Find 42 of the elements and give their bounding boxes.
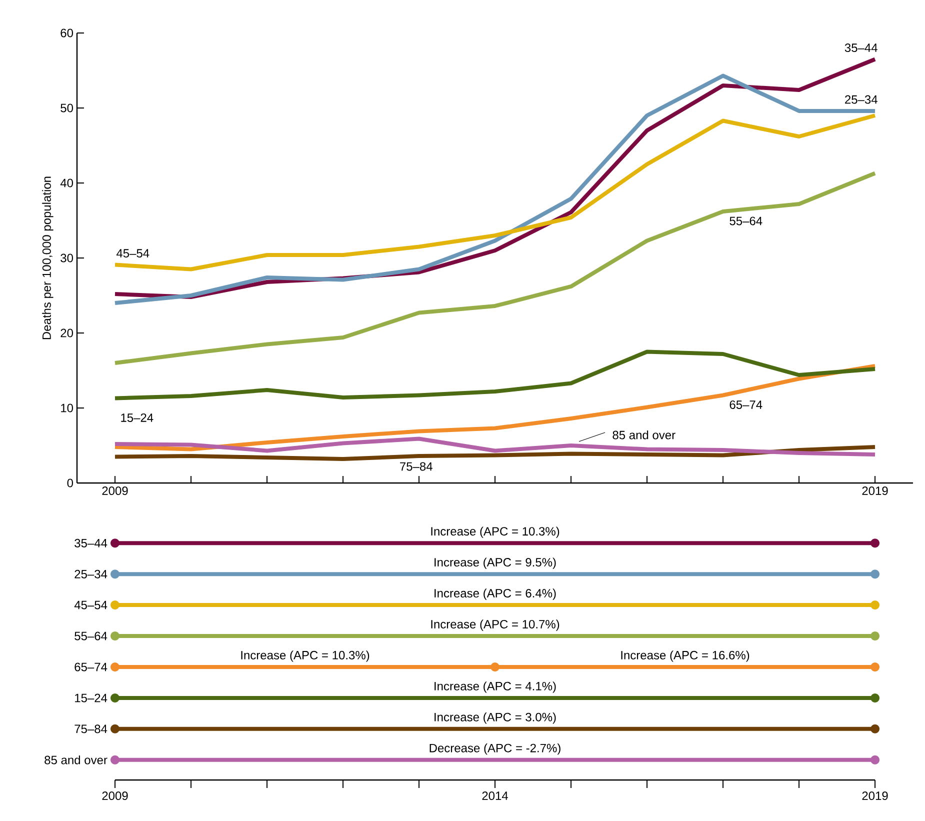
x-tick-label: 2009 [102,792,128,800]
line-series [113,113,878,272]
x-tick-label: 2019 [862,792,888,800]
y-tick-label: 25–34 [74,570,108,578]
y-tick-label: 65–74 [74,662,108,672]
annotation: Increase (APC = 10.3%) [431,526,560,538]
y-tick-label: 15–24 [75,694,108,702]
series-label: 45–54 [116,249,150,258]
y-tick-label: 45–54 [74,600,108,610]
annotation: Increase (APC = 10.3%) [241,650,370,662]
annotation: Increase (APC = 10.7%) [431,620,560,631]
x-tick-label: 2009 [102,486,128,496]
series-label: 75–84 [400,462,432,471]
series-label: 55–64 [730,216,762,226]
y-tick-label: 30 [60,254,74,262]
y-tick-label: 75–84 [74,724,108,734]
line-series [113,171,878,365]
annotation: Increase (APC = 3.0%) [434,712,556,724]
x-tick-label: 2014 [482,792,508,800]
series-label: 35–44 [844,44,878,52]
series-label: 15–24 [121,413,154,422]
x-tick-label: 2019 [862,486,888,496]
annotation: Increase (APC = 4.1%) [434,682,556,693]
y-tick-label: 20 [60,328,74,338]
annotation: Decrease (APC = -2.7%) [430,743,560,755]
series-label: 65–74 [730,400,762,409]
annotation: Increase (APC = 9.5%) [434,558,556,569]
y-tick-label: 60 [60,28,74,38]
y-axis-title: Deaths per 100,000 population [42,176,54,340]
series-label: 25–34 [845,95,878,104]
annotation: Increase (APC = 16.6%) [621,650,750,662]
y-tick-label: 40 [60,178,74,188]
y-tick-label: 85 and over [44,755,108,764]
y-tick-label: 35–44 [74,538,108,548]
y-tick-label: 55–64 [74,632,108,640]
y-tick-label: 0 [67,478,74,488]
line-series [113,350,878,400]
y-tick-label: 10 [61,404,74,412]
annotation: Increase (APC = 6.4%) [434,588,556,600]
line-series [113,364,878,452]
y-tick-label: 50 [60,104,74,112]
series-label: 85 and over [612,430,676,440]
